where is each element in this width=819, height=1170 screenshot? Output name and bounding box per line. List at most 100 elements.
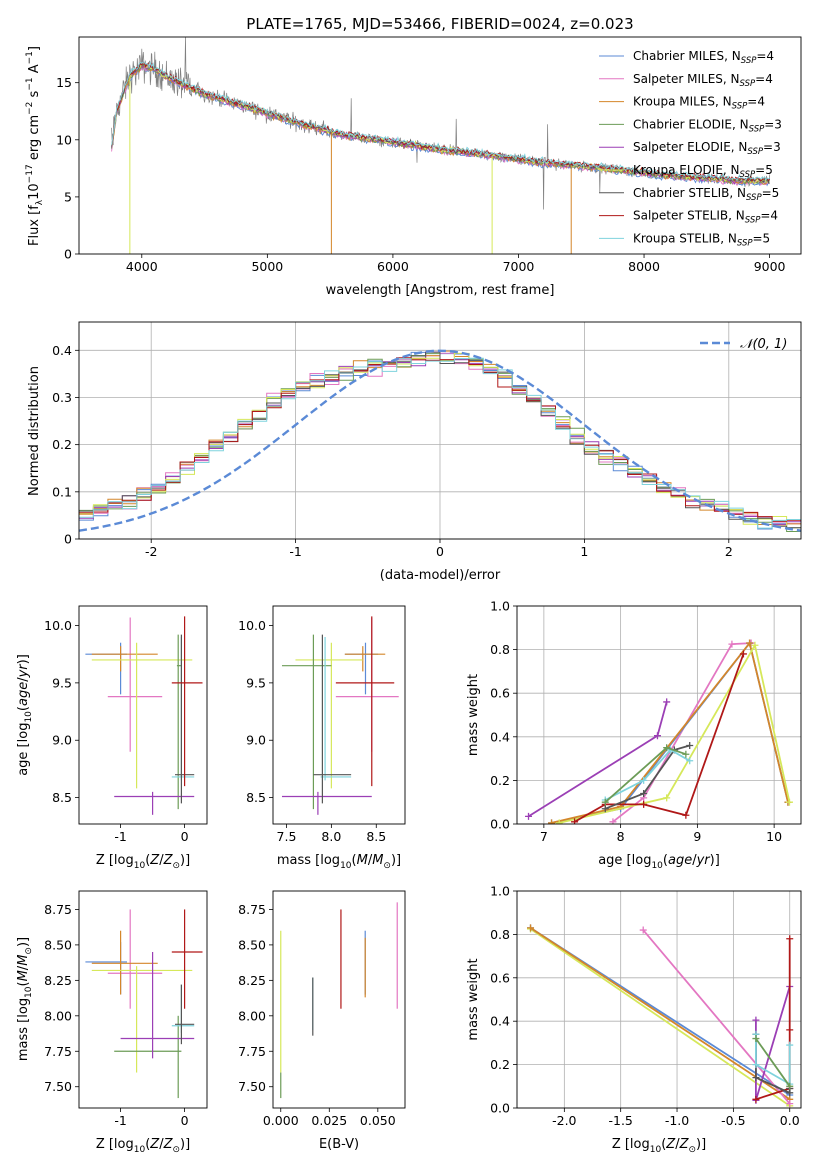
label-part: 10 xyxy=(340,861,352,871)
axes-mass-vs-Z: -1 07.507.758.008.258.508.75Z [log10(Z/Z⊙… xyxy=(16,890,208,1155)
weight-marker xyxy=(746,639,754,647)
weight-marker xyxy=(786,1026,794,1034)
x-tick-label: 4000 xyxy=(126,259,158,274)
weight-marker xyxy=(752,1074,760,1082)
legend-text: =3 xyxy=(763,140,781,154)
x-tick-label: -1.5 xyxy=(608,1113,632,1128)
legend-text: Salpeter ELODIE, N xyxy=(633,140,747,154)
weight-marker xyxy=(682,750,690,758)
y-tick-label: 8.00 xyxy=(238,1008,266,1023)
x-axis-label: age [log10(age/yr)] xyxy=(598,853,720,871)
label-part: age [log xyxy=(598,853,651,868)
y-axis-label: mass [log10(M/M⊙)] xyxy=(16,937,34,1061)
y-tick-label: 8.50 xyxy=(44,937,72,952)
y-tick-label: 9.0 xyxy=(246,733,266,748)
weight-marker xyxy=(786,935,794,943)
x-tick-label: 9 xyxy=(693,829,701,844)
y-axis-label: Normed distribution xyxy=(27,366,42,496)
label-part: )] xyxy=(180,1137,190,1152)
x-axis-label: mass [log10(M/M⊙)] xyxy=(277,853,401,871)
legend-label: 𝒩(0, 1) xyxy=(740,337,787,352)
legend-subscript: SSP xyxy=(737,238,753,248)
legend-text: =5 xyxy=(755,163,773,177)
weight-series-line xyxy=(604,744,690,810)
plot-area-age-vs-mass xyxy=(281,616,399,815)
x-axis-label: Z [log10(Z/Z⊙)] xyxy=(612,1137,706,1155)
x-tick-label: 0.0 xyxy=(780,1113,800,1128)
weight-marker xyxy=(527,924,535,932)
y-tick-label: 15 xyxy=(56,75,72,90)
y-tick-label: 8.75 xyxy=(44,902,72,917)
y-tick-label: 8.00 xyxy=(44,1008,72,1023)
label-part: mass weight xyxy=(466,958,481,1040)
label-part: 10 xyxy=(651,861,663,871)
label-part: 10 xyxy=(24,711,34,723)
legend-label: Chabrier ELODIE, NSSP=3 xyxy=(633,117,782,134)
x-tick-label: 7.5 xyxy=(277,829,297,844)
label-part: Z [log xyxy=(96,853,134,868)
y-axis-label: mass weight xyxy=(466,958,481,1040)
x-tick-label: -1 xyxy=(114,1113,126,1128)
x-tick-label: 8.0 xyxy=(321,829,341,844)
y-tick-label: 10.0 xyxy=(44,618,72,633)
label-part: ⊙ xyxy=(383,861,391,871)
legend-text: =4 xyxy=(747,95,765,109)
label-part: Z [log xyxy=(96,1137,134,1152)
y-tick-label: 0.8 xyxy=(490,927,510,942)
y-tick-label: 1.0 xyxy=(490,884,510,899)
x-tick-label: 1 xyxy=(580,544,588,559)
label-part: ⊙ xyxy=(172,1145,180,1155)
y-tick-label: 0.8 xyxy=(490,642,510,657)
weight-series-line xyxy=(528,701,668,818)
x-tick-label: 8000 xyxy=(628,259,660,274)
x-tick-label: 5000 xyxy=(251,259,283,274)
y-tick-label: 8.25 xyxy=(44,973,72,988)
legend-text: Chabrier ELODIE, N xyxy=(633,117,749,131)
y-tick-label: 7.50 xyxy=(44,1079,72,1094)
weight-marker xyxy=(609,818,617,824)
y-tick-label: 0.2 xyxy=(490,1057,510,1072)
x-tick-label: 0 xyxy=(436,544,444,559)
label-part: Normed distribution xyxy=(27,366,42,496)
weight-marker xyxy=(601,798,609,806)
label-part: )] xyxy=(180,853,190,868)
weight-marker xyxy=(786,1041,794,1049)
legend-subscript: SSP xyxy=(747,147,763,157)
legend-text: =5 xyxy=(762,186,780,200)
label-part: Z [log xyxy=(612,1137,650,1152)
weight-series-line xyxy=(604,748,691,801)
legend-subscript: SSP xyxy=(732,102,748,112)
weight-marker xyxy=(785,798,793,806)
label-part: mass [log xyxy=(277,853,340,868)
x-tick-label: 0 xyxy=(181,1113,189,1128)
legend-text: Salpeter MILES, N xyxy=(633,72,740,86)
label-part: −17 xyxy=(25,164,35,183)
weight-marker xyxy=(686,757,694,765)
y-axis-label: mass weight xyxy=(466,674,481,756)
x-tick-label: -1.0 xyxy=(665,1113,689,1128)
y-tick-label: 8.5 xyxy=(246,790,266,805)
x-axis-label: (data-model)/error xyxy=(380,568,501,583)
axes-age-vs-Z: -1 08.59.09.510.0Z [log10(Z/Z⊙)]age [log1… xyxy=(16,605,208,871)
y-tick-label: 0.3 xyxy=(52,390,72,405)
x-tick-label: 0 xyxy=(181,829,189,844)
y-tick-label: 9.0 xyxy=(52,733,72,748)
label-part: Z xyxy=(149,1137,160,1152)
label-part: ( xyxy=(661,1137,666,1152)
legend-text: =3 xyxy=(764,117,782,131)
axes-frame xyxy=(78,605,208,825)
axes-frame xyxy=(516,605,802,825)
y-tick-label: 0.6 xyxy=(490,686,510,701)
axes-spectrum: 4000 5000 6000 7000 8000 9000 0 5 10 15 wavelength… xyxy=(25,36,802,298)
label-part: ( xyxy=(145,1137,150,1152)
label-part: Z xyxy=(665,1137,676,1152)
legend: 𝒩(0, 1) xyxy=(700,337,787,352)
weight-marker xyxy=(525,812,533,820)
weight-marker xyxy=(640,800,648,808)
label-part: / xyxy=(368,853,373,868)
y-tick-label: 7.50 xyxy=(238,1079,266,1094)
y-tick-label: 0 xyxy=(64,247,72,262)
chart-title: PLATE=1765, MJD=53466, FIBERID=0024, z=0… xyxy=(246,15,633,33)
weight-marker xyxy=(752,1035,760,1043)
weight-marker xyxy=(640,776,648,784)
